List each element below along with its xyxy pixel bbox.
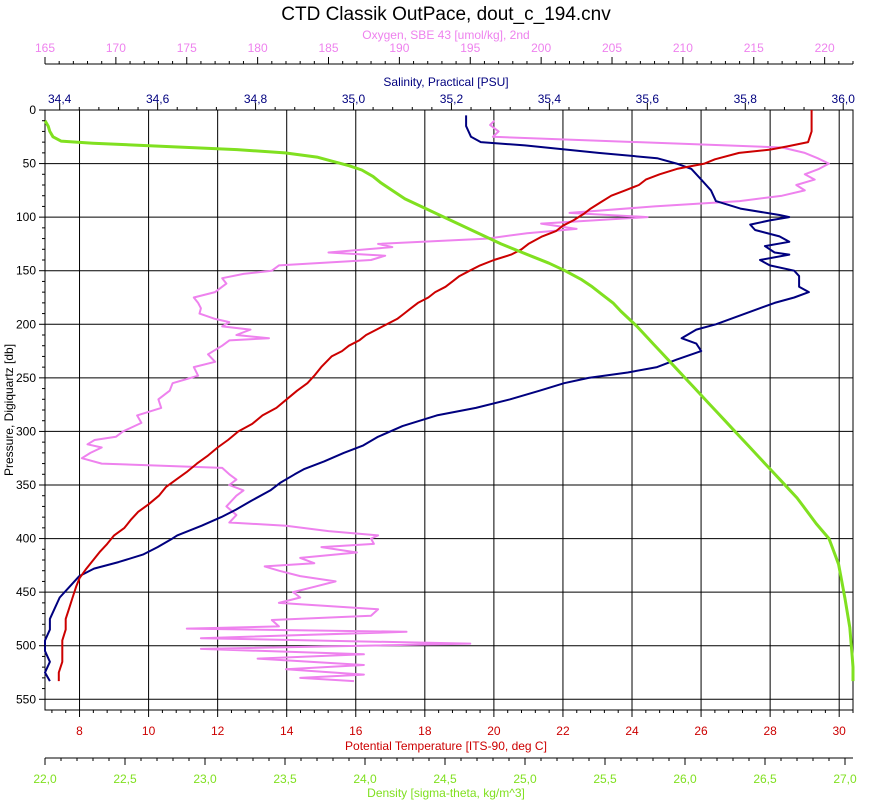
oxygen-tick-label: 195 [460,41,480,55]
density-tick-label: 24,0 [353,772,377,786]
temperature-tick-label: 14 [280,724,294,738]
pressure-tick-label: 250 [16,371,36,385]
pressure-tick-label: 450 [16,585,36,599]
plot-area [43,109,855,711]
density-tick-label: 25,5 [593,772,617,786]
temperature-tick-label: 16 [349,724,363,738]
density-tick-label: 26,0 [673,772,697,786]
pressure-tick-label: 350 [16,478,36,492]
pressure-tick-label: 200 [16,317,36,331]
oxygen-tick-label: 175 [177,41,197,55]
temperature-tick-label: 18 [418,724,432,738]
pressure-axis: 0 50 100 150 200 250 300 350 400 450 500 550 [16,103,45,706]
oxygen-tick-label: 210 [673,41,693,55]
chart-title: CTD Classik OutPace, dout_c_194.cnv [281,4,611,25]
pressure-tick-label: 500 [16,639,36,653]
pressure-tick-label: 50 [23,157,37,171]
pressure-axis-label: Pressure, Digiquartz [db] [2,344,16,476]
oxygen-tick-label: 215 [744,41,764,55]
pressure-tick-label: 300 [16,424,36,438]
density-tick-label: 25,0 [513,772,537,786]
series-layer [43,110,855,683]
oxygen-tick-label: 185 [318,41,338,55]
density-tick-label: 26,5 [753,772,777,786]
pressure-tick-label: 150 [16,264,36,278]
grid [45,109,853,710]
salinity-tick-label: 35,4 [538,92,562,106]
oxygen-tick-label: 205 [602,41,622,55]
pressure-tick-label: 400 [16,532,36,546]
temperature-tick-label: 30 [833,724,847,738]
temperature-tick-label: 12 [211,724,225,738]
oxygen-tick-label: 220 [815,41,835,55]
temperature-axis: 8 10 12 14 16 18 20 22 24 26 28 30 [45,709,854,738]
oxygen-tick-label: 180 [248,41,268,55]
temperature-series-line [57,110,813,682]
oxygen-axis-label: Oxygen, SBE 43 [umol/kg], 2nd [362,28,529,42]
salinity-axis-label: Salinity, Practical [PSU] [383,75,508,89]
salinity-tick-label: 35,8 [734,92,758,106]
pressure-tick-label: 0 [29,103,36,117]
temperature-tick-label: 28 [763,724,777,738]
pressure-tick-label: 550 [16,692,36,706]
density-tick-label: 22,5 [113,772,137,786]
pressure-tick-label: 100 [16,210,36,224]
salinity-tick-label: 34,4 [48,92,72,106]
temperature-tick-label: 20 [487,724,501,738]
density-tick-label: 22,0 [33,772,57,786]
salinity-tick-label: 34,6 [146,92,170,106]
density-tick-label: 24,5 [433,772,457,786]
oxygen-tick-label: 200 [531,41,551,55]
oxygen-tick-label: 190 [389,41,409,55]
temperature-tick-label: 24 [625,724,639,738]
salinity-tick-label: 35,0 [342,92,366,106]
density-axis-label: Density [sigma-theta, kg/m^3] [367,786,525,800]
density-tick-label: 27,0 [833,772,857,786]
density-tick-label: 23,0 [193,772,217,786]
oxygen-series-line [80,119,830,683]
temperature-tick-label: 8 [76,724,83,738]
salinity-tick-label: 34,8 [244,92,268,106]
density-tick-label: 23,5 [273,772,297,786]
oxygen-tick-label: 165 [35,41,55,55]
salinity-series-line [44,115,810,682]
temperature-tick-label: 22 [556,724,570,738]
density-axis: 22,0 22,5 23,0 23,5 24,0 24,5 25,0 25,5 26,0 26,5… [33,757,857,786]
salinity-tick-label: 35,2 [440,92,464,106]
salinity-tick-label: 35,6 [636,92,660,106]
oxygen-axis: 165 170 175 180 185 190 195 200 205 210 215 220 [35,41,854,65]
salinity-tick-label: 36,0 [832,92,856,106]
temperature-tick-label: 10 [142,724,156,738]
temperature-axis-label: Potential Temperature [ITS-90, deg C] [345,739,547,753]
density-series-line [43,119,855,682]
oxygen-tick-label: 170 [106,41,126,55]
temperature-tick-label: 26 [694,724,708,738]
